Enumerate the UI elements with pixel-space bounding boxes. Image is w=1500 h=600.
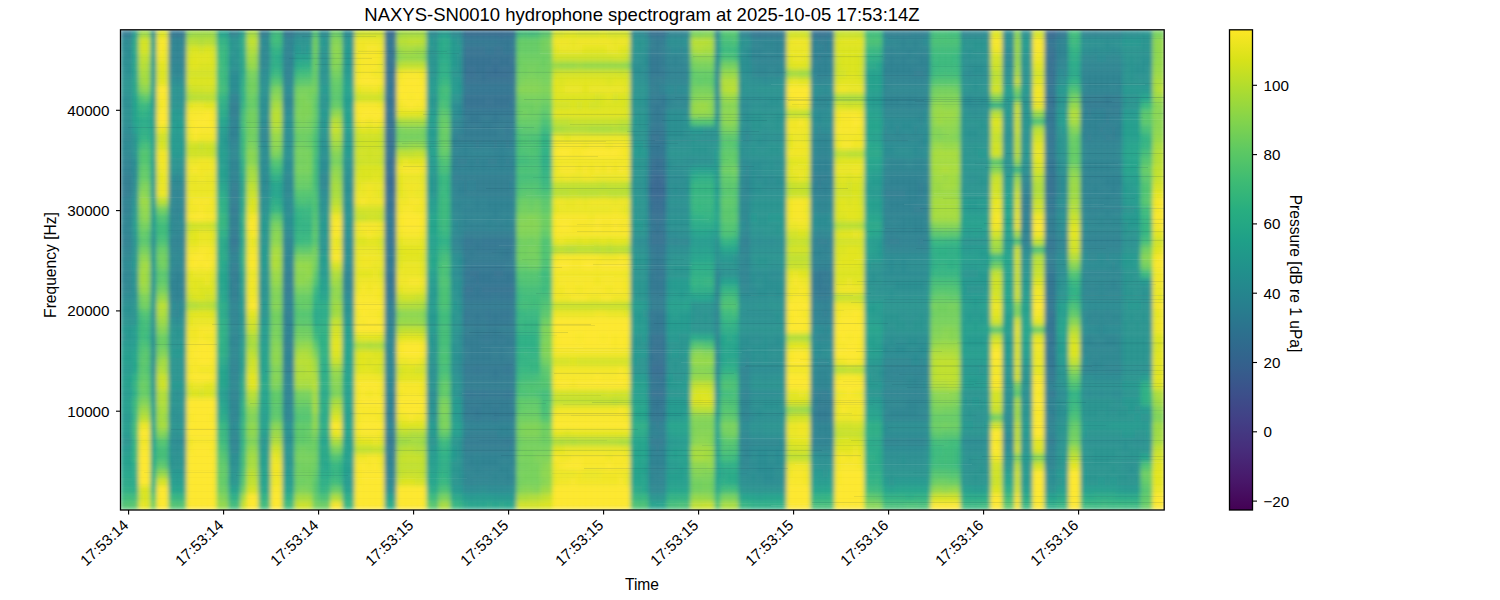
svg-text:40000: 40000 — [67, 102, 109, 119]
svg-text:60: 60 — [1264, 215, 1281, 232]
svg-text:17:53:15: 17:53:15 — [742, 516, 797, 569]
svg-text:17:53:15: 17:53:15 — [362, 516, 417, 569]
svg-text:17:53:15: 17:53:15 — [647, 516, 702, 569]
svg-text:20: 20 — [1264, 354, 1281, 371]
svg-text:Time: Time — [625, 576, 659, 593]
svg-text:17:53:14: 17:53:14 — [172, 516, 227, 569]
svg-text:Pressure [dB re 1 uPa]: Pressure [dB re 1 uPa] — [1287, 195, 1304, 353]
svg-text:17:53:16: 17:53:16 — [1027, 516, 1082, 569]
svg-text:17:53:16: 17:53:16 — [932, 516, 987, 569]
svg-text:30000: 30000 — [67, 202, 109, 219]
svg-text:10000: 10000 — [67, 403, 109, 420]
svg-text:100: 100 — [1264, 77, 1289, 94]
svg-text:80: 80 — [1264, 146, 1281, 163]
svg-text:Frequency [Hz]: Frequency [Hz] — [42, 212, 59, 318]
svg-text:17:53:16: 17:53:16 — [837, 516, 892, 569]
svg-text:0: 0 — [1264, 423, 1272, 440]
svg-text:17:53:15: 17:53:15 — [457, 516, 512, 569]
svg-text:17:53:15: 17:53:15 — [552, 516, 607, 569]
svg-text:NAXYS-SN0010 hydrophone spectr: NAXYS-SN0010 hydrophone spectrogram at 2… — [364, 4, 919, 25]
svg-text:17:53:14: 17:53:14 — [267, 516, 322, 569]
svg-text:20000: 20000 — [67, 302, 109, 319]
svg-text:−20: −20 — [1264, 493, 1290, 510]
svg-text:40: 40 — [1264, 285, 1281, 302]
svg-text:17:53:14: 17:53:14 — [77, 516, 132, 569]
